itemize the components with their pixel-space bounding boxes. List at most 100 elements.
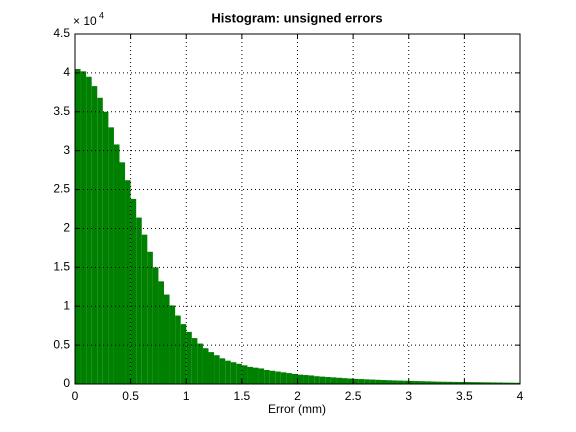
histogram-bar	[508, 382, 515, 384]
histogram-bar	[214, 355, 220, 384]
histogram-bar	[169, 305, 176, 384]
histogram-bar	[369, 379, 376, 384]
y-tick-label: 3.5	[53, 104, 70, 118]
histogram-bar	[342, 378, 348, 384]
histogram-bar	[403, 380, 409, 384]
histogram-bar	[425, 381, 431, 384]
histogram-bar	[503, 382, 509, 384]
histogram-bar	[291, 373, 298, 384]
histogram-bar	[91, 86, 98, 384]
histogram-bar	[147, 251, 153, 384]
x-tick-label: 4	[517, 389, 524, 403]
y-tick-label: 2.5	[53, 182, 70, 196]
histogram-bar	[458, 381, 465, 384]
histogram-bar	[469, 382, 476, 384]
x-tick-label: 2	[294, 389, 301, 403]
histogram-bar	[414, 381, 420, 384]
histogram-bar	[442, 381, 448, 384]
histogram-bar	[102, 111, 109, 385]
x-tick-label: 3.5	[456, 389, 473, 403]
x-tick-label: 1	[183, 389, 190, 403]
chart-title: Histogram: unsigned errors	[211, 10, 382, 25]
histogram-bar	[75, 69, 81, 384]
histogram-bar	[280, 372, 287, 384]
histogram-bar	[158, 281, 164, 384]
y-tick-label: 3	[63, 143, 70, 157]
histogram-bar	[314, 376, 320, 384]
histogram-bar	[497, 382, 504, 384]
histogram-bar	[297, 374, 304, 384]
histogram-bar	[175, 315, 181, 384]
histogram-bar	[392, 380, 398, 384]
histogram-bar	[431, 381, 437, 384]
histogram-bar	[253, 367, 259, 384]
axes-box	[74, 33, 521, 385]
histogram-bar	[236, 363, 242, 384]
histogram-bar	[308, 375, 315, 384]
histogram-bar	[408, 380, 415, 384]
histogram-bar	[336, 377, 342, 384]
histogram-bar	[325, 377, 331, 384]
histogram-bar	[86, 76, 92, 385]
histogram-bar	[397, 380, 404, 384]
y-multiplier: × 10	[73, 14, 97, 28]
histogram-bar	[419, 381, 426, 384]
histogram-bar	[230, 362, 237, 384]
histogram-bar	[286, 373, 292, 384]
histogram-bar	[492, 382, 498, 384]
x-tick-label: 0	[72, 389, 79, 403]
histogram-bar	[486, 382, 493, 384]
histogram-bar	[225, 360, 231, 384]
histogram-bar	[436, 381, 443, 384]
y-tick-label: 1.5	[53, 260, 70, 274]
histogram-bar	[125, 180, 131, 384]
histogram-bar	[347, 378, 354, 384]
histogram-bar	[247, 366, 253, 384]
histogram-bar	[164, 294, 170, 384]
histogram-bar	[475, 382, 482, 384]
histogram-bar	[303, 375, 309, 384]
histogram-bar	[136, 217, 142, 384]
histogram-bar	[113, 144, 120, 384]
y-tick-label: 0.5	[53, 337, 70, 351]
histogram-bar	[330, 377, 337, 384]
x-axis-label: Error (mm)	[268, 402, 326, 416]
histogram-bar	[97, 97, 103, 385]
histogram-bar	[197, 343, 203, 384]
histogram-bar	[375, 379, 381, 384]
histogram-bar	[319, 376, 326, 384]
histogram-bar	[208, 352, 215, 384]
histogram-bar	[130, 198, 137, 384]
histogram-bar	[258, 368, 265, 384]
histogram-bar	[186, 331, 192, 384]
histogram-bar	[141, 234, 148, 384]
y-tick-label: 4.5	[53, 26, 70, 40]
x-tick-label: 1.5	[234, 389, 251, 403]
histogram-bar	[180, 324, 187, 384]
histogram-bar	[191, 338, 198, 384]
histogram-bar	[447, 381, 454, 384]
y-tick-label: 2	[63, 221, 70, 235]
histogram-bar	[202, 348, 209, 384]
y-tick-label: 4	[63, 65, 70, 79]
histogram-bar	[264, 370, 270, 384]
x-tick-label: 0.5	[122, 389, 139, 403]
y-tick-label: 1	[63, 298, 70, 312]
histogram-bar	[275, 371, 281, 384]
histogram-bar	[358, 379, 365, 384]
histogram-bar	[80, 71, 87, 384]
histogram-bar	[241, 365, 248, 384]
y-exponent: 4	[99, 10, 104, 20]
histogram-bar	[269, 370, 276, 384]
histogram-bar	[119, 162, 126, 384]
histogram-bar	[453, 381, 459, 384]
histogram-bar	[386, 380, 393, 384]
histogram-bar	[364, 379, 370, 384]
histogram-bar	[353, 378, 359, 384]
histogram-bar	[464, 382, 470, 384]
y-tick-label: 0	[63, 376, 70, 390]
x-tick-label: 3	[405, 389, 412, 403]
histogram-bar	[152, 267, 159, 384]
histogram-bar	[108, 127, 114, 384]
